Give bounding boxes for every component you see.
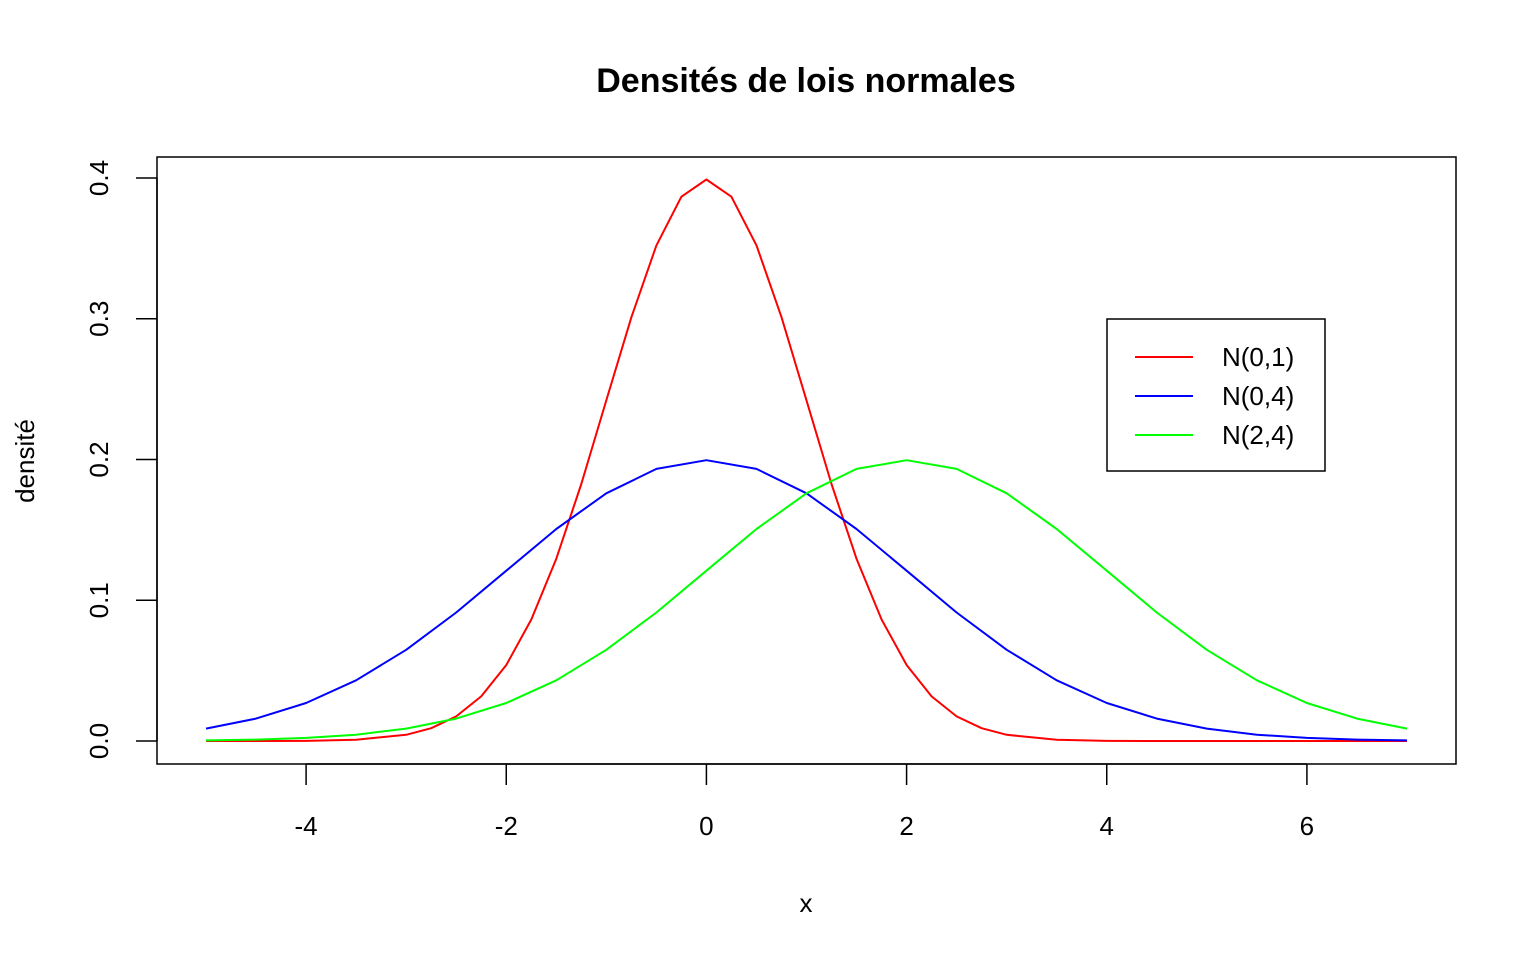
legend-label: N(0,4) [1222, 381, 1294, 411]
series-layer [205, 178, 1408, 742]
series-line-2 [205, 459, 1408, 742]
series-line-3 [205, 459, 1408, 742]
x-tick-label: -2 [495, 811, 518, 841]
y-tick-label: 0.2 [84, 441, 114, 477]
x-tick-label: 4 [1100, 811, 1114, 841]
y-tick-label: 0.0 [84, 723, 114, 759]
series-line-1 [206, 178, 1407, 742]
legend: N(0,1) N(0,4) N(2,4) [1106, 318, 1326, 472]
legend-label: N(0,1) [1222, 342, 1294, 372]
y-tick-label: 0.3 [84, 301, 114, 337]
x-tick-label: 2 [899, 811, 913, 841]
x-tick-label: -4 [295, 811, 318, 841]
y-tick-label: 0.4 [84, 160, 114, 196]
x-axis-label: x [800, 888, 813, 918]
x-tick-label: 0 [699, 811, 713, 841]
x-tick-label: 6 [1300, 811, 1314, 841]
y-axis: 0.0 0.1 0.2 0.3 0.4 [84, 160, 158, 759]
chart-title: Densités de lois normales [596, 62, 1016, 100]
y-tick-label: 0.1 [84, 582, 114, 618]
x-axis: -4 -2 0 2 4 6 [295, 763, 1314, 841]
y-axis-label: densité [10, 419, 40, 503]
legend-label: N(2,4) [1222, 420, 1294, 450]
